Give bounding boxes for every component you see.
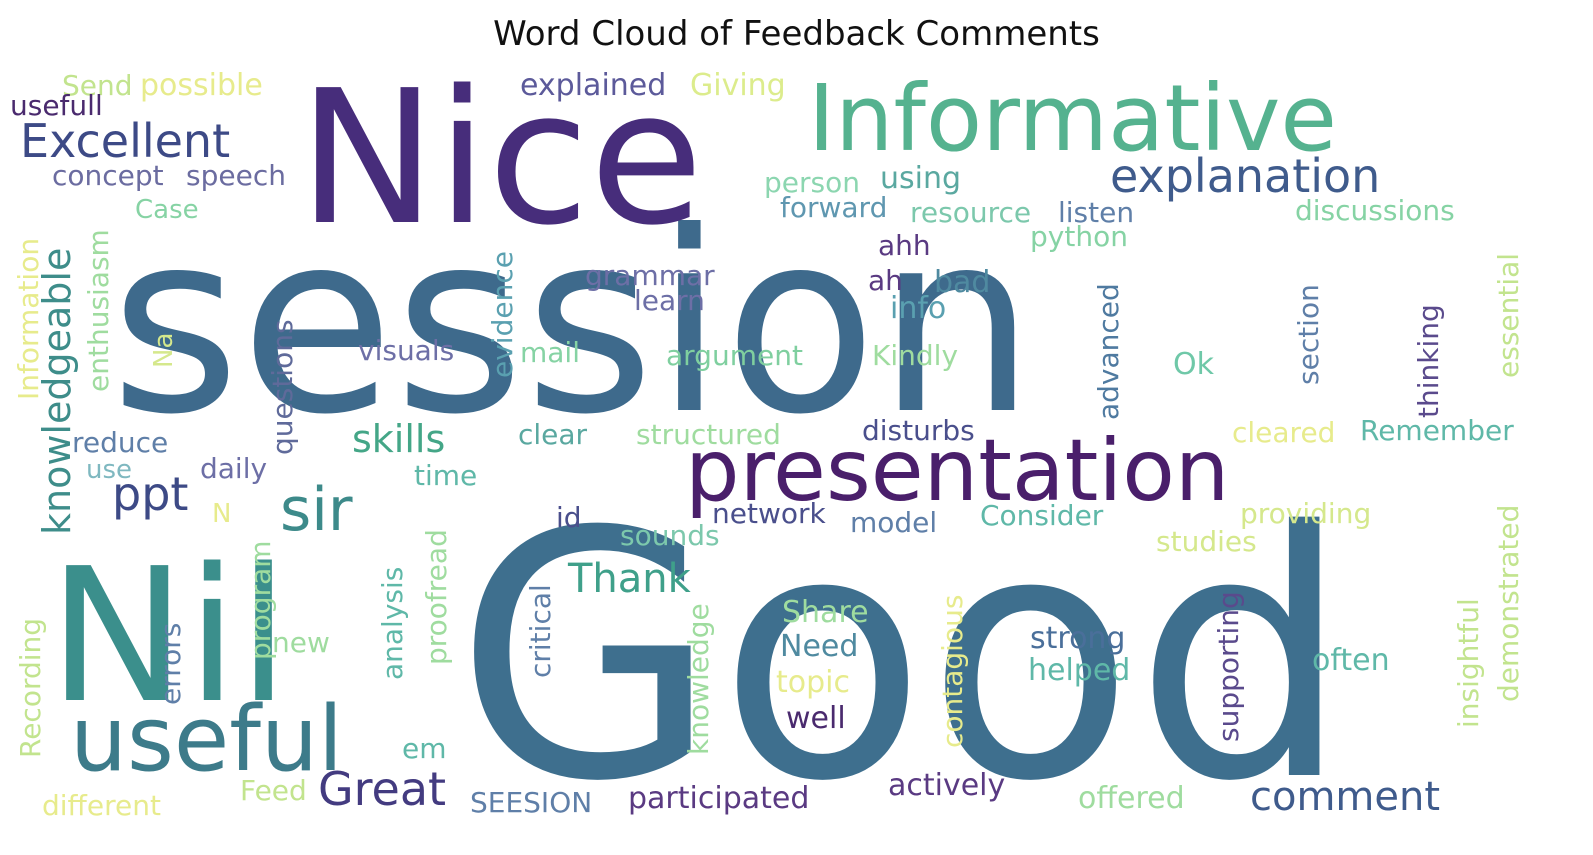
word-critical: critical — [524, 584, 557, 678]
word-sir: sir — [280, 475, 353, 545]
word-evidence: evidence — [486, 251, 519, 378]
word-case: Case — [135, 195, 199, 225]
word-model: model — [850, 506, 937, 539]
word-share: Share — [782, 595, 869, 630]
word-helped: helped — [1028, 653, 1130, 688]
word-section: section — [1292, 284, 1325, 385]
word-id: id — [556, 501, 582, 534]
word-new: new — [272, 626, 330, 659]
word-knowledgeable: knowledgeable — [35, 248, 79, 535]
word-structured: structured — [636, 418, 781, 451]
word-topic: topic — [776, 665, 850, 700]
word-explained: explained — [520, 68, 666, 103]
word-consider: Consider — [980, 499, 1104, 532]
word-network: network — [712, 497, 826, 530]
word-demonstrated: demonstrated — [1492, 505, 1525, 702]
word-thinking: thinking — [1412, 304, 1445, 418]
word-disturbs: disturbs — [862, 414, 975, 447]
word-excellent: Excellent — [20, 114, 230, 168]
word-bad: bad — [934, 265, 990, 300]
word-nice: Nice — [298, 50, 703, 266]
word-python: python — [1030, 220, 1128, 253]
word-informative: Informative — [808, 65, 1337, 172]
word-questions: questions — [266, 319, 299, 455]
word-essential: essential — [1492, 253, 1525, 378]
page-title: Word Cloud of Feedback Comments — [493, 14, 1100, 54]
word-possible: possible — [140, 68, 263, 103]
word-visuals: visuals — [358, 334, 454, 367]
word-good: Good — [455, 460, 1350, 855]
word-knowledge: knowledge — [682, 603, 715, 755]
word-person: person — [764, 166, 860, 199]
word-actively: actively — [888, 768, 1005, 803]
word-participated: participated — [628, 781, 809, 816]
word-info: info — [890, 291, 946, 326]
word-reduce: reduce — [72, 426, 168, 459]
word-insightful: insightful — [1452, 598, 1485, 728]
word-ok: Ok — [1173, 347, 1215, 382]
word-usefull: usefull — [10, 89, 103, 122]
word-em: em — [402, 732, 447, 765]
word-supporting: supporting — [1212, 591, 1245, 742]
word-sounds: sounds — [620, 519, 720, 552]
word-information: Information — [12, 238, 45, 400]
word-thank: Thank — [567, 556, 692, 602]
word-forward: forward — [780, 191, 887, 224]
word-argument: argument — [666, 339, 803, 372]
word-discussions: discussions — [1295, 194, 1455, 227]
word-enthusiasm: enthusiasm — [82, 229, 115, 392]
word-well: well — [786, 701, 846, 736]
word-giving: Giving — [690, 68, 786, 103]
word-feed: Feed — [240, 774, 307, 807]
word-contagious: contagious — [936, 595, 969, 748]
word-ah: ah — [868, 264, 903, 297]
word-proofread: proofread — [420, 529, 453, 665]
word-clear: clear — [518, 418, 588, 451]
word-seesion: SEESION — [470, 786, 592, 819]
word-use: use — [86, 455, 132, 485]
word-different: different — [42, 789, 161, 822]
word-speech: speech — [186, 159, 286, 192]
word-ahh: ahh — [878, 229, 931, 262]
word-offered: offered — [1078, 781, 1185, 816]
word-presentation: presentation — [685, 421, 1229, 521]
word-skills: skills — [352, 417, 445, 461]
word-daily: daily — [200, 452, 267, 485]
word-great: Great — [318, 762, 446, 816]
word-listen: listen — [1058, 196, 1134, 229]
word-send: Send — [62, 69, 133, 102]
word-recording: Recording — [14, 618, 47, 758]
word-time: time — [414, 459, 477, 492]
word-using: using — [880, 161, 961, 196]
word-n: N — [212, 499, 231, 529]
word-concept: concept — [52, 159, 164, 192]
word-need: Need — [780, 629, 858, 664]
word-kindly: Kindly — [872, 339, 958, 372]
word-useful: useful — [70, 687, 343, 792]
word-grammar: grammar — [585, 259, 715, 292]
word-providing: providing — [1240, 497, 1371, 530]
word-studies: studies — [1156, 525, 1257, 558]
word-advanced: advanced — [1092, 283, 1125, 420]
word-program: program — [244, 540, 277, 660]
word-cleared: cleared — [1232, 416, 1335, 449]
word-learn: learn — [634, 284, 705, 317]
word-analysis: analysis — [376, 567, 409, 680]
word-remember: Remember — [1360, 414, 1514, 447]
word-errors: errors — [154, 623, 187, 705]
word-often: often — [1312, 643, 1390, 678]
word-explanation: explanation — [1110, 149, 1380, 203]
word-na: Na — [149, 333, 179, 368]
word-strong: strong — [1030, 621, 1125, 656]
word-resource: resource — [910, 196, 1031, 229]
word-ppt: ppt — [112, 467, 188, 521]
word-session: session — [110, 178, 1035, 469]
word-comment: comment — [1250, 774, 1440, 820]
word-mail: mail — [520, 336, 580, 369]
word-nil: Nil — [48, 528, 289, 744]
